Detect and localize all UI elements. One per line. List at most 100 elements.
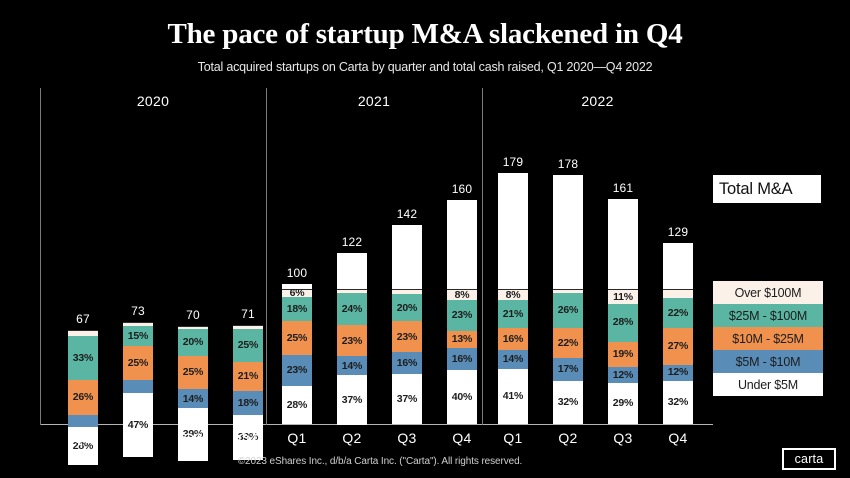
- bar-segment-10m-25m[interactable]: 16%: [498, 328, 528, 350]
- bar-segment-25m-100m[interactable]: 25%: [233, 328, 263, 363]
- bar-segment-over-100m[interactable]: [553, 289, 583, 294]
- bar-segment-over-100m[interactable]: [392, 289, 422, 295]
- legend-item-over100[interactable]: Over $100M: [713, 281, 823, 304]
- bar-segment-10m-25m[interactable]: 22%: [553, 328, 583, 358]
- bar-segment-under-5m[interactable]: 37%: [337, 375, 367, 426]
- legend-item-under5[interactable]: Under $5M: [713, 373, 823, 396]
- bar-segment-5m-10m[interactable]: 14%: [498, 349, 528, 369]
- bar-column[interactable]: 20% 23% 16% 37% 142 Q3: [392, 87, 422, 446]
- bar-segment-over-100m[interactable]: 11%: [608, 289, 638, 304]
- legend-item-t10_25[interactable]: $10M - $25M: [713, 327, 823, 350]
- bar-column[interactable]: 8% 23% 13% 16% 40% 160 Q4: [447, 87, 477, 446]
- bar-segment-5m-10m[interactable]: [68, 415, 98, 428]
- bar-segment-10m-25m[interactable]: 27%: [663, 328, 693, 365]
- segment-percent-label: 23%: [396, 330, 418, 343]
- bar-segment-25m-100m[interactable]: 20%: [178, 328, 208, 356]
- stacked-bar[interactable]: 20% 25% 14% 39%: [178, 326, 208, 461]
- bar-segment-over-100m[interactable]: [233, 324, 263, 329]
- bar-segment-under-5m[interactable]: 39%: [178, 408, 208, 461]
- bar-column[interactable]: 26% 22% 17% 32% 178 Q2: [553, 87, 583, 446]
- bar-segment-under-5m[interactable]: 28%: [68, 427, 98, 466]
- stacked-bar[interactable]: 26% 22% 17% 32%: [553, 174, 583, 424]
- segment-percent-label: 32%: [667, 396, 689, 409]
- bar-segment-over-100m[interactable]: 8%: [447, 289, 477, 300]
- bar-segment-over-100m[interactable]: [123, 321, 153, 326]
- stacked-bar[interactable]: 6% 18% 25% 23% 28%: [282, 284, 312, 424]
- bar-segment-10m-25m[interactable]: 26%: [68, 380, 98, 416]
- bar-segment-10m-25m[interactable]: 23%: [392, 321, 422, 353]
- bar-segment-25m-100m[interactable]: 15%: [123, 325, 153, 347]
- bar-segment-10m-25m[interactable]: 23%: [337, 325, 367, 357]
- stacked-bar[interactable]: 11% 28% 19% 12% 29%: [608, 198, 638, 424]
- bar-segment-5m-10m[interactable]: 16%: [447, 348, 477, 370]
- bar-segment-25m-100m[interactable]: 21%: [498, 299, 528, 329]
- stacked-bar[interactable]: 25% 21% 18% 33%: [233, 324, 263, 460]
- bar-segment-under-5m[interactable]: 37%: [392, 374, 422, 424]
- stacked-bar[interactable]: 8% 21% 16% 14% 41%: [498, 173, 528, 424]
- x-axis-tick-q2: Q2: [128, 430, 148, 446]
- segment-percent-label: 16%: [396, 356, 418, 369]
- bar-segment-total-headroom: [447, 200, 477, 289]
- bar-segment-25m-100m[interactable]: 20%: [392, 294, 422, 322]
- bar-segment-under-5m[interactable]: 40%: [447, 369, 477, 424]
- bar-segment-10m-25m[interactable]: 19%: [608, 341, 638, 368]
- page-title: The pace of startup M&A slackened in Q4: [167, 18, 683, 50]
- stacked-bar[interactable]: 24% 23% 14% 37%: [337, 253, 367, 426]
- bar-segment-5m-10m[interactable]: 16%: [392, 352, 422, 375]
- bar-segment-over-100m[interactable]: 6%: [282, 288, 312, 298]
- bar-segment-5m-10m[interactable]: 17%: [553, 357, 583, 381]
- bar-segment-25m-100m[interactable]: 24%: [337, 293, 367, 326]
- bar-total-label: 70: [186, 308, 200, 322]
- legend-item-t5_10[interactable]: $5M - $10M: [713, 350, 823, 373]
- legend-item-t25_100[interactable]: $25M - $100M: [713, 304, 823, 327]
- bar-segment-under-5m[interactable]: 33%: [233, 415, 263, 460]
- bar-segment-under-5m[interactable]: 29%: [608, 383, 638, 423]
- bar-segment-25m-100m[interactable]: 23%: [447, 299, 477, 331]
- bar-segment-5m-10m[interactable]: 14%: [178, 389, 208, 409]
- bar-segment-5m-10m[interactable]: [123, 379, 153, 394]
- stacked-bar[interactable]: 8% 23% 13% 16% 40%: [447, 200, 477, 424]
- bar-column[interactable]: 25% 21% 18% 33% 71 Q4: [233, 87, 263, 460]
- bar-segment-under-5m[interactable]: 28%: [282, 386, 312, 424]
- bar-segment-5m-10m[interactable]: 18%: [233, 390, 263, 416]
- stacked-bar[interactable]: 22% 27% 12% 32%: [663, 243, 693, 424]
- bar-segment-over-100m[interactable]: [68, 330, 98, 336]
- bar-column[interactable]: 22% 27% 12% 32% 129 Q4: [663, 87, 693, 446]
- bar-segment-5m-10m[interactable]: 12%: [663, 364, 693, 381]
- stacked-bar[interactable]: 15% 25% 47%: [123, 321, 153, 457]
- bar-segment-under-5m[interactable]: 41%: [498, 368, 528, 424]
- bar-segment-10m-25m[interactable]: 13%: [447, 330, 477, 349]
- bar-column[interactable]: 6% 18% 25% 23% 28% 100 Q1: [282, 87, 312, 446]
- bar-segment-10m-25m[interactable]: 25%: [123, 346, 153, 380]
- bar-segment-25m-100m[interactable]: 22%: [663, 298, 693, 329]
- bar-segment-10m-25m[interactable]: 25%: [282, 321, 312, 356]
- bar-segment-under-5m[interactable]: 32%: [663, 380, 693, 424]
- bar-segment-over-100m[interactable]: [178, 326, 208, 329]
- bar-segment-25m-100m[interactable]: 26%: [553, 293, 583, 329]
- bar-segment-over-100m[interactable]: 8%: [498, 289, 528, 300]
- bar-segment-5m-10m[interactable]: 12%: [608, 367, 638, 384]
- stacked-bar[interactable]: 33% 26% 28%: [68, 330, 98, 466]
- stacked-bar[interactable]: 20% 23% 16% 37%: [392, 225, 422, 424]
- segment-percent-label: 22%: [667, 307, 689, 320]
- bar-segment-5m-10m[interactable]: 23%: [282, 355, 312, 387]
- bar-column[interactable]: 11% 28% 19% 12% 29% 161 Q3: [608, 87, 638, 446]
- bar-column[interactable]: 24% 23% 14% 37% 122 Q2: [337, 87, 367, 446]
- bar-segment-over-100m[interactable]: [337, 289, 367, 294]
- bar-segment-25m-100m[interactable]: 18%: [282, 297, 312, 322]
- x-axis-tick-q2: Q2: [342, 430, 362, 446]
- bar-segment-5m-10m[interactable]: 14%: [337, 356, 367, 376]
- bar-column[interactable]: 33% 26% 28% 67 Q1: [68, 87, 98, 466]
- year-divider: [40, 88, 41, 425]
- chart-legend: Total M&A Over $100M $25M - $100M $10M - $…: [713, 0, 850, 478]
- bar-segment-25m-100m[interactable]: 33%: [68, 335, 98, 381]
- bar-column[interactable]: 8% 21% 16% 14% 41% 179 Q1: [498, 87, 528, 446]
- bar-column[interactable]: 15% 25% 47% 73 Q2: [123, 87, 153, 457]
- bar-segment-10m-25m[interactable]: 21%: [233, 362, 263, 391]
- bar-segment-over-100m[interactable]: [663, 289, 693, 299]
- bar-segment-under-5m[interactable]: 32%: [553, 380, 583, 424]
- bar-segment-under-5m[interactable]: 47%: [123, 393, 153, 457]
- bar-column[interactable]: 20% 25% 14% 39% 70 Q3: [178, 87, 208, 461]
- bar-segment-10m-25m[interactable]: 25%: [178, 355, 208, 390]
- bar-segment-25m-100m[interactable]: 28%: [608, 303, 638, 342]
